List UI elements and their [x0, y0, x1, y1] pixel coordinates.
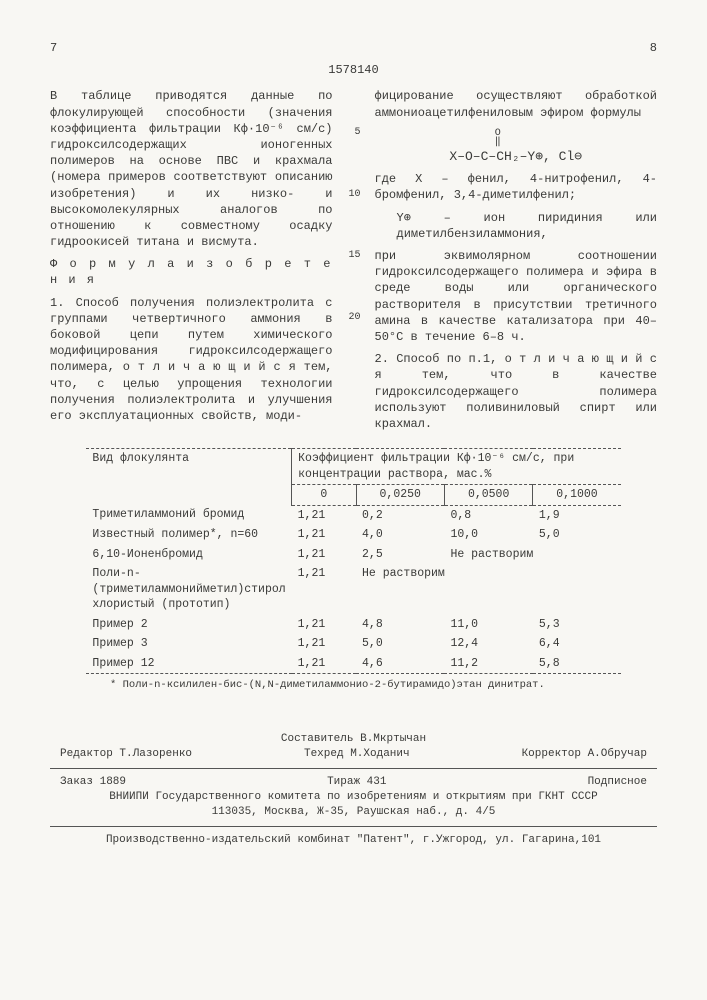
page-num-right: 8	[650, 40, 657, 56]
printer-address: Производственно-издательский комбинат "П…	[50, 833, 657, 848]
order-number: Заказ 1889	[60, 775, 126, 790]
org-name: ВНИИПИ Государственного комитета по изоб…	[50, 790, 657, 805]
table-row: Известный полимер*, n=601,214,010,05,0	[86, 525, 620, 545]
left-column: В таблице приводятся данные по флокулиру…	[50, 88, 333, 438]
line-mark-15: 15	[347, 249, 361, 263]
conditions: при эквимолярном соотношении гидроксилсо…	[375, 248, 658, 345]
where-y: Y⊕ – ион пиридиния или диметилбензиламмо…	[375, 210, 658, 242]
org-address: 113035, Москва, Ж-35, Раушская наб., д. …	[50, 805, 657, 820]
table-row: Триметиламмоний бромид1,210,20,81,9	[86, 505, 620, 525]
right-column: фицирование осуществляют обработкой аммо…	[375, 88, 658, 438]
divider	[50, 768, 657, 769]
patent-page: 7 8 1578140 В таблице приводятся данные …	[0, 0, 707, 1000]
corrector: Корректор А.Обручар	[522, 747, 647, 762]
th-coef: Коэффициент фильтрации Кф·10⁻⁶ см/с, при…	[292, 449, 621, 485]
claim-2: 2. Способ по п.1, о т л и ч а ю щ и й с …	[375, 351, 658, 432]
two-column-body: В таблице приводятся данные по флокулиру…	[50, 88, 657, 438]
th-c2: 0,0500	[444, 485, 532, 506]
compiler: Составитель В.Мкртычан	[50, 732, 657, 747]
formula-dbl-bond: ‖	[339, 136, 658, 150]
formula-main: X–O–C–CH₂–Y⊕, Cl⊖	[449, 149, 582, 164]
left-para-1: В таблице приводятся данные по флокулиру…	[50, 88, 333, 250]
formula-heading: Ф о р м у л а и з о б р е т е н и я	[50, 256, 333, 288]
tirage: Тираж 431	[327, 775, 386, 790]
table-row: Пример 31,215,012,46,4	[86, 634, 620, 654]
where-x: где X – фенил, 4-нитрофенил, 4-бромфенил…	[375, 171, 658, 203]
table-row: 6,10-Ионенбромид1,212,5Не растворим	[86, 545, 620, 565]
table-row: Поли-n-(триметиламмонийметил)стирол хлор…	[86, 564, 620, 615]
divider	[50, 826, 657, 827]
page-num-left: 7	[50, 40, 57, 56]
table-row: Пример 121,214,611,25,8	[86, 654, 620, 674]
editor: Редактор Т.Лазоренко	[60, 747, 192, 762]
patent-number: 1578140	[50, 62, 657, 78]
line-mark-10: 10	[347, 188, 361, 202]
right-para-1: фицирование осуществляют обработкой аммо…	[375, 88, 658, 120]
credits-block: Составитель В.Мкртычан Редактор Т.Лазоре…	[50, 732, 657, 847]
table-footnote: * Поли-n-ксилилен-бис-(N,N-диметиламмони…	[110, 678, 657, 692]
tech-editor: Техред М.Ходанич	[304, 747, 410, 762]
th-c0: 0	[292, 485, 356, 506]
signed: Подписное	[588, 775, 647, 790]
th-c1: 0,0250	[356, 485, 444, 506]
page-header: 7 8	[50, 40, 657, 56]
table-row: Пример 21,214,811,05,3	[86, 615, 620, 635]
chemical-formula: O ‖ X–O–C–CH₂–Y⊕, Cl⊖	[375, 127, 658, 166]
th-flocculant: Вид флокулянта	[86, 449, 291, 506]
data-table: Вид флокулянта Коэффициент фильтрации Кф…	[86, 448, 620, 674]
claim-1: 1. Способ получения полиэлектролита с гр…	[50, 295, 333, 425]
line-mark-20: 20	[347, 311, 361, 325]
th-c3: 0,1000	[533, 485, 621, 506]
